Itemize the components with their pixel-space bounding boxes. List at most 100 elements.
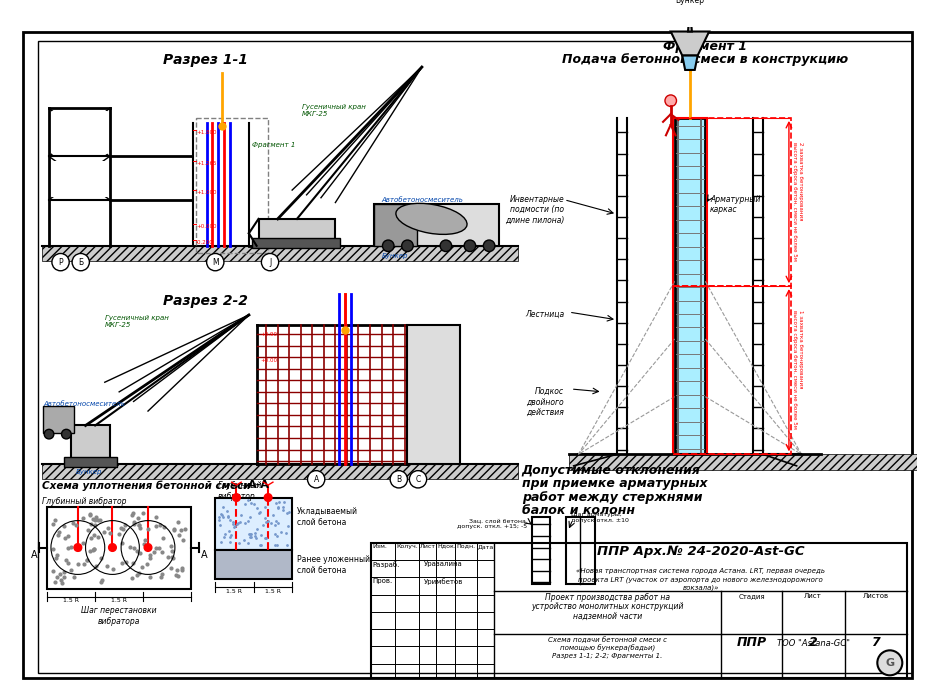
Text: Гусеничный кран
МКГ-25: Гусеничный кран МКГ-25 — [105, 315, 168, 328]
Text: Схема подачи бетонной смеси с: Схема подачи бетонной смеси с — [548, 636, 667, 643]
Text: Стадия: Стадия — [738, 593, 765, 599]
Bar — [566, 517, 595, 584]
Text: +1.800: +1.800 — [196, 130, 217, 135]
Bar — [65, 457, 117, 466]
Text: помощью бункера(бадьи): помощью бункера(бадьи) — [560, 645, 654, 652]
Text: Колуч.: Колуч. — [396, 544, 418, 548]
Text: вокзала)»: вокзала)» — [683, 585, 719, 591]
Text: Разрез 1-1: Разрез 1-1 — [164, 53, 248, 67]
Text: Лист: Лист — [804, 593, 822, 599]
Text: Уразалина: Уразалина — [424, 561, 463, 567]
Text: Дата: Дата — [478, 544, 494, 548]
Text: при приемке арматурных: при приемке арматурных — [522, 477, 708, 490]
Text: +0.90: +0.90 — [261, 332, 278, 337]
Text: С: С — [415, 475, 421, 484]
Bar — [42, 464, 518, 479]
Circle shape — [144, 544, 151, 551]
Text: +1.265: +1.265 — [196, 161, 217, 166]
Text: 1.5 R: 1.5 R — [64, 598, 79, 604]
Text: +1.000: +1.000 — [196, 190, 217, 195]
Text: ППР Арх.№ 24-2020-Ast-GC: ППР Арх.№ 24-2020-Ast-GC — [597, 544, 804, 557]
Bar — [47, 507, 192, 589]
Bar — [196, 118, 268, 253]
Text: «Новая транспортная система города Астана. LRT, первая очередь: «Новая транспортная система города Астан… — [576, 568, 825, 574]
Bar — [252, 238, 340, 248]
Bar — [532, 517, 550, 584]
Text: 1.5 R: 1.5 R — [226, 589, 242, 594]
Text: Ндок.: Ндок. — [438, 544, 456, 548]
Text: Допустимые отклонения: Допустимые отклонения — [522, 464, 700, 477]
Text: Зац. слой бетона,
допуск. откл. +15; -5: Зац. слой бетона, допуск. откл. +15; -5 — [457, 518, 527, 529]
Bar — [215, 550, 292, 579]
Text: 7: 7 — [871, 636, 880, 649]
Bar — [215, 497, 292, 550]
Circle shape — [72, 253, 90, 270]
Circle shape — [410, 471, 426, 488]
Text: Гусеничный кран
МКГ-25: Гусеничный кран МКГ-25 — [302, 104, 366, 117]
Text: +0.000: +0.000 — [196, 224, 217, 229]
Text: А: А — [313, 475, 319, 484]
Bar — [258, 219, 336, 246]
Text: Бункер: Бункер — [675, 0, 704, 5]
Circle shape — [233, 494, 240, 501]
Circle shape — [402, 240, 413, 251]
Text: Автобетоносмеситель: Автобетоносмеситель — [43, 402, 125, 408]
Ellipse shape — [396, 204, 468, 234]
Text: М: М — [212, 257, 219, 266]
Text: А-А: А-А — [248, 480, 269, 490]
Bar — [42, 246, 518, 261]
Text: 1 захватка бетонирования
высота сброса бетон. смеси не более 5м: 1 захватка бетонирования высота сброса б… — [792, 310, 802, 429]
Text: Арматурный
каркас: Арматурный каркас — [710, 195, 760, 214]
Circle shape — [877, 650, 902, 675]
Circle shape — [52, 253, 69, 270]
Text: Бункер: Бункер — [76, 469, 103, 475]
Circle shape — [108, 544, 116, 551]
Circle shape — [207, 253, 223, 270]
Circle shape — [665, 95, 677, 107]
Bar — [52, 161, 107, 197]
Text: Изм.: Изм. — [372, 544, 387, 548]
Circle shape — [262, 253, 279, 270]
Text: балок и колонн: балок и колонн — [522, 504, 635, 517]
Text: A: A — [201, 550, 208, 560]
Circle shape — [265, 494, 272, 501]
Circle shape — [382, 240, 394, 251]
Text: Лист: Лист — [420, 544, 436, 548]
Text: Укладываемый
слой бетона: Укладываемый слой бетона — [297, 507, 358, 527]
Bar — [371, 543, 907, 678]
Bar — [408, 324, 460, 464]
Text: Лестница: Лестница — [525, 310, 564, 319]
Text: Схема уплотнения бетонной смеси: Схема уплотнения бетонной смеси — [42, 480, 251, 491]
Text: G: G — [885, 658, 895, 668]
Polygon shape — [683, 55, 698, 70]
Bar — [71, 426, 109, 464]
Text: J: J — [269, 257, 271, 266]
Text: устройство монолитных конструкций: устройство монолитных конструкций — [531, 602, 683, 611]
Text: Глубинный
вибратор: Глубинный вибратор — [218, 482, 263, 501]
Circle shape — [308, 471, 324, 488]
Text: 2 захватка бетонирования
высота сброса бетон. смеси не более 5м: 2 захватка бетонирования высота сброса б… — [792, 142, 802, 261]
Text: 2: 2 — [809, 636, 817, 649]
Text: Глубинный вибратор: Глубинный вибратор — [42, 497, 127, 506]
Circle shape — [464, 240, 476, 251]
Text: -0.200: -0.200 — [196, 240, 214, 245]
Text: Ранее уложенный
слой бетона: Ранее уложенный слой бетона — [297, 555, 370, 574]
Text: проекта LRT (участок от аэропорта до нового железнодорожного: проекта LRT (участок от аэропорта до нов… — [578, 576, 823, 583]
Polygon shape — [670, 31, 709, 55]
Text: Подн.: Подн. — [456, 544, 476, 548]
Text: Уримбетов: Уримбетов — [424, 579, 463, 585]
Text: Фрагмент 1: Фрагмент 1 — [252, 142, 295, 148]
Text: +0.00: +0.00 — [261, 358, 278, 363]
Text: 1.5 R: 1.5 R — [111, 598, 127, 604]
Text: Разрез 1-1; 2-2; Фрагменты 1.: Разрез 1-1; 2-2; Фрагменты 1. — [553, 653, 663, 659]
Polygon shape — [688, 8, 692, 31]
Text: ППР: ППР — [737, 636, 767, 649]
Text: Подача бетонной смеси в конструкцию: Подача бетонной смеси в конструкцию — [562, 53, 848, 66]
Text: Подкос
двойного
действия: Подкос двойного действия — [526, 387, 564, 417]
Bar — [374, 204, 498, 246]
Text: Инвентарные
подмости (по
длине пилона): Инвентарные подмости (по длине пилона) — [505, 195, 564, 225]
Circle shape — [483, 240, 495, 251]
Text: Р: Р — [58, 257, 63, 266]
Text: В: В — [396, 475, 401, 484]
Circle shape — [440, 240, 452, 251]
